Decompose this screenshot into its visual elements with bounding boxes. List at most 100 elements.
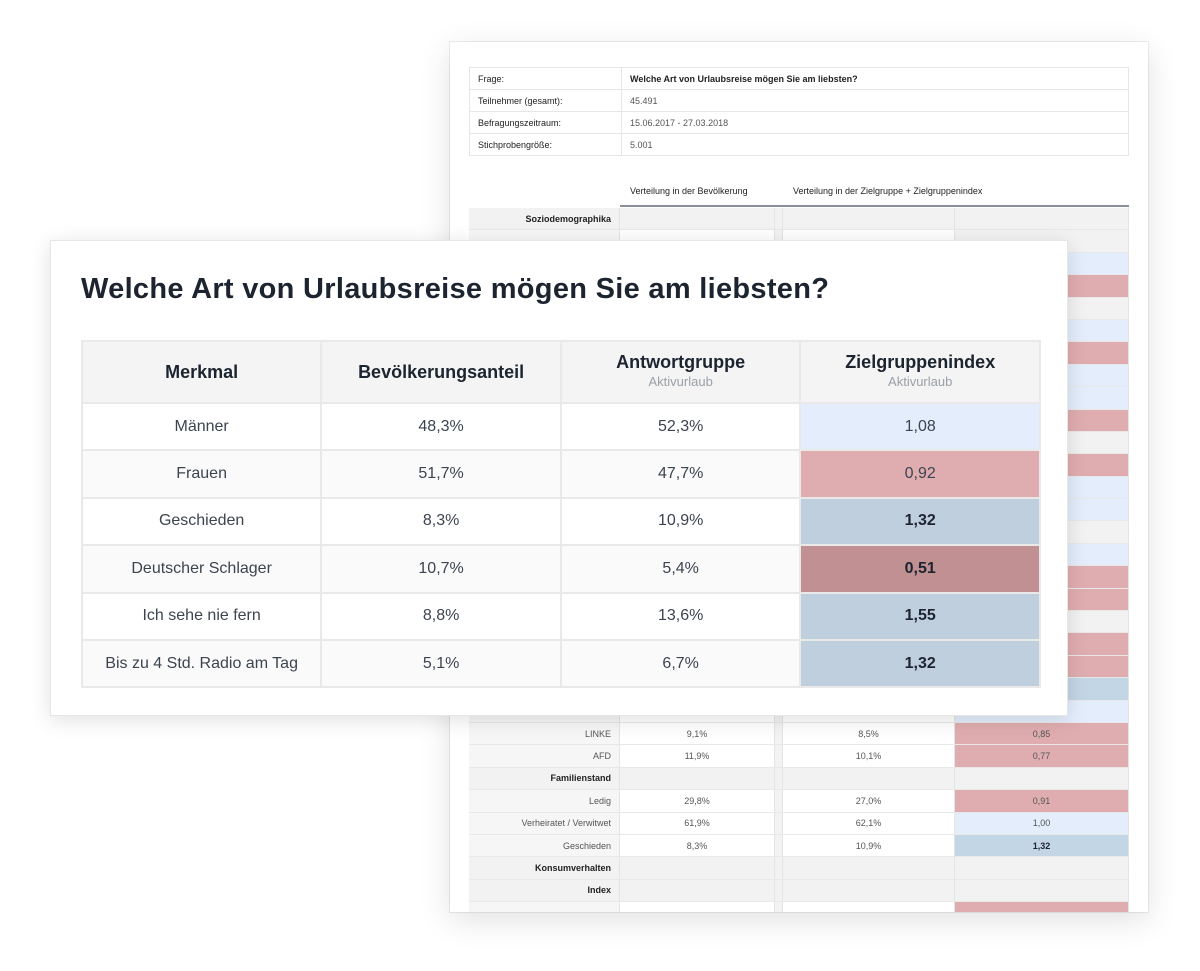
table-row: Geschieden 8,3% 10,9% 1,32 [80,496,1041,547]
target-cell [783,879,955,902]
population-cell: 8,8% [320,591,562,641]
spacer-cell [775,767,783,790]
row-label: Soziodemographika [469,208,620,230]
population-cell [620,857,775,879]
table-row: Verheiratet / Verwitwet 61,9% 62,1% 1,00 [469,812,1129,835]
merkmal-cell: Deutscher Schlager [80,544,323,594]
index-cell [955,902,1129,912]
merkmal-cell: Männer [80,401,323,452]
index-cell [955,857,1129,879]
section-row: Familienstand [469,767,1129,791]
row-label: Familienstand [469,767,620,790]
population-cell: 8,3% [620,834,775,857]
header-sublabel: Aktivurlaub [648,374,713,389]
spacer-cell [775,208,783,230]
spacer-cell [775,834,783,857]
target-cell: 27,0% [783,790,955,812]
population-cell [620,767,775,790]
population-cell [620,902,775,912]
table-row: LINKE 9,1% 8,5% 0,85 [469,722,1129,746]
answer-cell: 5,4% [559,544,802,594]
index-cell: 0,92 [799,449,1041,499]
section-row: Soziodemographika [469,208,1129,231]
row-label: Konsumverhalten [469,857,620,879]
column-header: Antwortgruppe Aktivurlaub [559,340,802,404]
table-row: Ich sehe nie fern 8,8% 13,6% 1,55 [80,591,1041,641]
table-row: Deutscher Schlager 10,7% 5,4% 0,51 [80,544,1041,594]
target-cell: 8,5% [783,722,955,745]
merkmal-cell: Geschieden [80,496,323,547]
population-cell: 9,1% [620,722,775,745]
column-header-target: Verteilung in der Zielgruppe + Zielgrupp… [793,186,983,196]
table-row: Bis zu 4 Std. Radio am Tag 5,1% 6,7% 1,32 [80,638,1041,689]
result-table: Merkmal Bevölkerungsanteil Antwortgruppe Ak… [80,340,1041,689]
meta-value: 5.001 [621,133,1129,156]
meta-value: 45.491 [621,89,1129,112]
answer-cell: 13,6% [559,591,802,641]
index-cell: 1,00 [955,812,1129,834]
population-cell [620,879,775,902]
row-label: Ledig [469,790,620,812]
spacer-cell [775,857,783,879]
merkmal-cell: Ich sehe nie fern [80,591,323,641]
index-cell: 0,85 [955,722,1129,745]
column-header: Merkmal [80,340,323,404]
population-cell: 11,9% [620,745,775,767]
spacer-cell [775,902,783,912]
index-cell: 1,32 [955,834,1129,857]
header-label: Zielgruppenindex [845,352,996,372]
spacer-cell [775,722,783,745]
meta-row: Teilnehmer (gesamt): 45.491 [469,89,1129,112]
header-label: Bevölkerungsanteil [358,362,525,382]
target-cell: 10,1% [783,745,955,767]
column-header: Bevölkerungsanteil [320,340,562,404]
index-cell [955,208,1129,230]
spacer-cell [775,879,783,902]
row-label: Index [469,879,620,902]
answer-cell: 10,9% [559,496,802,547]
index-cell: 1,55 [799,591,1041,641]
target-cell [783,857,955,879]
meta-key: Befragungszeitraum: [469,111,622,134]
population-cell: 61,9% [620,812,775,834]
population-cell: 29,8% [620,790,775,812]
meta-row: Stichprobengröße: 5.001 [469,133,1129,156]
meta-key: Stichprobengröße: [469,133,622,156]
card-title: Welche Art von Urlaubsreise mögen Sie am… [81,273,830,305]
meta-row: Befragungszeitraum: 15.06.2017 - 27.03.20… [469,111,1129,134]
spacer-cell [775,790,783,812]
spacer-cell [775,745,783,767]
spacer-cell [775,812,783,834]
index-cell: 0,91 [955,790,1129,812]
meta-value: Welche Art von Urlaubsreise mögen Sie am… [621,67,1129,90]
target-cell [783,902,955,912]
table-row [469,902,1129,912]
meta-value: 15.06.2017 - 27.03.2018 [621,111,1129,134]
index-cell: 0,77 [955,745,1129,767]
header-divider [620,205,1129,207]
target-cell: 62,1% [783,812,955,834]
section-row: Konsumverhalten [469,857,1129,880]
index-cell [955,767,1129,790]
population-cell: 10,7% [320,544,562,594]
row-label: LINKE [469,722,620,745]
answer-cell: 6,7% [559,638,802,689]
population-cell [620,208,775,230]
index-cell: 0,51 [799,544,1041,594]
row-label: AFD [469,745,620,767]
row-label: Verheiratet / Verwitwet [469,812,620,834]
table-row: Ledig 29,8% 27,0% 0,91 [469,790,1129,813]
index-cell: 1,08 [799,401,1041,452]
index-cell [955,879,1129,902]
index-cell: 1,32 [799,496,1041,547]
report-meta-table: Frage: Welche Art von Urlaubsreise mögen … [469,67,1129,156]
population-cell: 8,3% [320,496,562,547]
merkmal-cell: Bis zu 4 Std. Radio am Tag [80,638,323,689]
table-row: AFD 11,9% 10,1% 0,77 [469,745,1129,768]
answer-cell: 52,3% [559,401,802,452]
population-cell: 51,7% [320,449,562,499]
index-cell: 1,32 [799,638,1041,689]
section-row: Index [469,879,1129,903]
table-row: Geschieden 8,3% 10,9% 1,32 [469,834,1129,858]
result-card: Welche Art von Urlaubsreise mögen Sie am… [50,240,1068,716]
